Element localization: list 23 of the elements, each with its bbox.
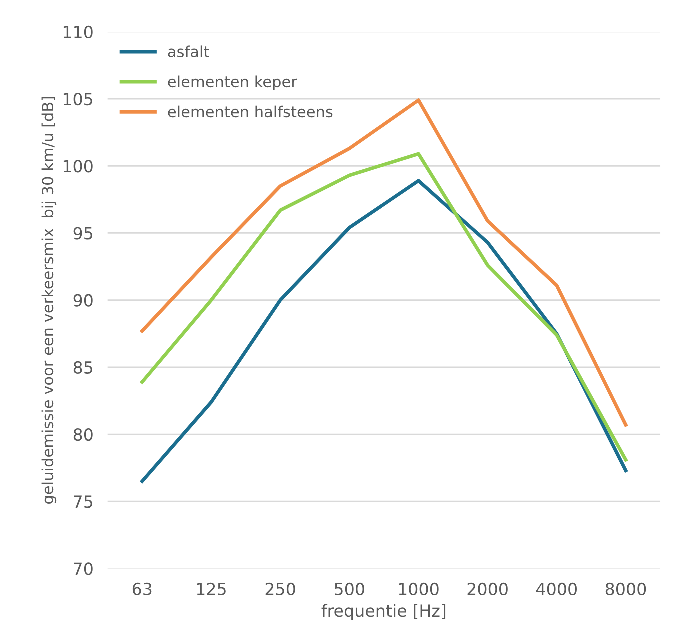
x-tick-label: 8000 [606, 582, 646, 596]
y-tick-label: 95 [74, 227, 92, 240]
x-tick-label: 125 [197, 582, 226, 596]
x-tick-label: 500 [335, 582, 364, 596]
y-tick-label: 110 [64, 26, 93, 39]
legend-label: elementen keper [168, 76, 298, 91]
legend-label: elementen halfsteens [168, 106, 333, 118]
y-tick-label: 100 [64, 160, 93, 173]
x-tick-label: 4000 [536, 582, 577, 596]
x-axis-title: frequentie [Hz] [322, 604, 446, 620]
x-tick-label: 63 [132, 582, 152, 596]
y-tick-label: 75 [74, 496, 92, 508]
y-tick-label: 70 [74, 562, 93, 576]
x-tick-label: 2000 [468, 582, 508, 596]
y-axis-title: geluidemissie voor een verkeersmix bij 30 km/u [dB] [42, 97, 57, 504]
line-series [140, 98, 628, 427]
y-tick-label: 85 [74, 361, 92, 374]
y-tick-label: 105 [64, 93, 92, 106]
x-tick-label: 1000 [399, 582, 439, 596]
y-tick-label: 90 [74, 294, 93, 307]
x-tick-label: 250 [266, 582, 296, 596]
y-tick-label: 80 [74, 428, 93, 442]
legend-label: asfalt [168, 46, 210, 58]
